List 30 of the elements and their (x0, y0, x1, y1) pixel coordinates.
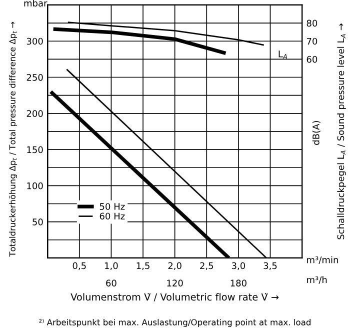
x-tick-label: 2,5 (200, 262, 214, 270)
y-tick-label: 200 (26, 110, 43, 117)
x-tick-label: 1,5 (136, 262, 150, 270)
text: dB(A) (312, 121, 320, 145)
x-tick-label: 1,0 (105, 262, 118, 270)
y2-tick-label: 70 (306, 38, 318, 45)
x-tick-label: 2,0 (168, 262, 182, 270)
y-tick-label: 300 (26, 38, 43, 45)
x2-tick-label: 120 (167, 280, 183, 286)
x-tick-label: 3,5 (264, 262, 277, 270)
x-tick-label: 0,5 (72, 262, 86, 270)
y-tick-label: 100 (27, 182, 43, 190)
x2-tick-label: 180 (230, 280, 246, 286)
y-tick-label: 50 (32, 218, 43, 226)
text: m³/h (307, 276, 327, 284)
x2-tick-label: 60 (106, 280, 116, 286)
y-axis-title: Totaldruckerhöhung Δp$_{t}$ / Total pressure difference Δp$_{t}$ → (9, 22, 18, 257)
text: m³/min (307, 256, 338, 264)
y2-axis-title: Schalldruckpegel L$_{A}$ / Sound pressure level L$_{A}$ → (337, 24, 346, 240)
legend-label: 50 Hz (100, 203, 125, 210)
text: ²⁾ Arbeitspunkt bei max. Auslastung/Operating point at max. load (39, 318, 310, 328)
y2-tick-label: 60 (306, 56, 318, 63)
y-tick-label: 150 (27, 146, 43, 154)
text: mbar (24, 0, 48, 7)
y2-tick-label: 80 (306, 20, 318, 27)
x-axis-title: Volumenstrom V̇ / Volumetric flow rate V̇ → (70, 293, 279, 302)
y-tick-label: 250 (26, 74, 43, 81)
x-tick-label: 3,0 (232, 262, 246, 270)
legend-label: 60 Hz (100, 212, 125, 220)
annotation: L$_{A}$ (278, 50, 287, 59)
